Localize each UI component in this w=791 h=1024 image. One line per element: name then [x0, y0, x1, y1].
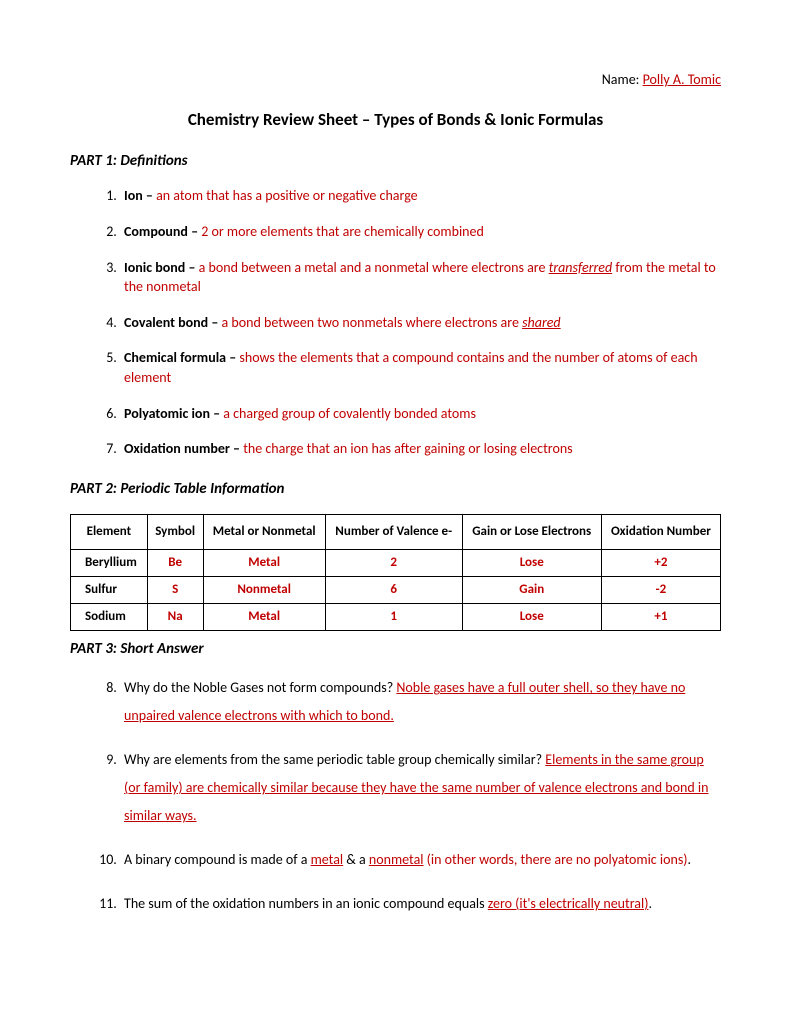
cell-gainlose: Lose: [462, 549, 601, 576]
cell-oxnum: -2: [601, 576, 720, 603]
cell-symbol: S: [147, 576, 203, 603]
cell-element: Sodium: [71, 604, 148, 631]
sa-text: (in other words, there are no polyatomic…: [424, 851, 688, 868]
def-item: Chemical formula – shows the elements th…: [120, 348, 721, 387]
cell-valence: 1: [325, 604, 462, 631]
def-term: Ion –: [124, 187, 156, 204]
cell-oxnum: +2: [601, 549, 720, 576]
sa-blank: metal: [311, 851, 344, 868]
part1-heading: PART 1: Definitions: [70, 151, 721, 172]
sa-item: Why do the Noble Gases not form compound…: [120, 674, 721, 730]
def-answer: 2 or more elements that are chemically c…: [201, 223, 484, 240]
def-term: Oxidation number –: [124, 440, 243, 457]
name-label: Name:: [602, 71, 643, 88]
def-item: Ion – an atom that has a positive or neg…: [120, 186, 721, 206]
cell-element: Beryllium: [71, 549, 148, 576]
def-answer: a bond between two nonmetals where elect…: [221, 314, 522, 331]
sa-item: The sum of the oxidation numbers in an i…: [120, 890, 721, 918]
def-item: Ionic bond – a bond between a metal and …: [120, 258, 721, 297]
sa-item: A binary compound is made of a metal & a…: [120, 846, 721, 874]
def-term: Compound –: [124, 223, 201, 240]
page-title: Chemistry Review Sheet – Types of Bonds …: [70, 108, 721, 132]
cell-valence: 2: [325, 549, 462, 576]
cell-type: Metal: [203, 604, 325, 631]
def-answer: the charge that an ion has after gaining…: [243, 440, 572, 457]
cell-oxnum: +1: [601, 604, 720, 631]
def-item: Compound – 2 or more elements that are c…: [120, 222, 721, 242]
sa-blank: nonmetal: [369, 851, 424, 868]
col-symbol: Symbol: [147, 514, 203, 549]
cell-symbol: Be: [147, 549, 203, 576]
cell-gainlose: Lose: [462, 604, 601, 631]
table-row: Sulfur S Nonmetal 6 Gain -2: [71, 576, 721, 603]
sa-dot: .: [648, 895, 652, 912]
cell-valence: 6: [325, 576, 462, 603]
def-term: Chemical formula –: [124, 349, 239, 366]
table-header-row: Element Symbol Metal or Nonmetal Number …: [71, 514, 721, 549]
col-type: Metal or Nonmetal: [203, 514, 325, 549]
periodic-table-info: Element Symbol Metal or Nonmetal Number …: [70, 514, 721, 632]
cell-type: Nonmetal: [203, 576, 325, 603]
sa-dot: .: [688, 851, 692, 868]
def-term: Covalent bond –: [124, 314, 221, 331]
sa-answer: zero (it's electrically neutral): [488, 895, 649, 912]
col-element: Element: [71, 514, 148, 549]
cell-type: Metal: [203, 549, 325, 576]
cell-gainlose: Gain: [462, 576, 601, 603]
sa-question: Why are elements from the same periodic …: [124, 751, 545, 768]
def-answer: a bond between a metal and a nonmetal wh…: [199, 259, 549, 276]
def-answer-underlined: shared: [522, 314, 561, 331]
col-oxnum: Oxidation Number: [601, 514, 720, 549]
def-item: Covalent bond – a bond between two nonme…: [120, 313, 721, 333]
table-row: Sodium Na Metal 1 Lose +1: [71, 604, 721, 631]
part3-heading: PART 3: Short Answer: [70, 639, 721, 660]
def-answer: an atom that has a positive or negative …: [156, 187, 418, 204]
cell-symbol: Na: [147, 604, 203, 631]
sa-question: Why do the Noble Gases not form compound…: [124, 679, 396, 696]
short-answer-list: Why do the Noble Gases not form compound…: [70, 674, 721, 918]
part2-heading: PART 2: Periodic Table Information: [70, 479, 721, 500]
student-name: Polly A. Tomic: [643, 71, 721, 88]
sa-text: The sum of the oxidation numbers in an i…: [124, 895, 488, 912]
sa-item: Why are elements from the same periodic …: [120, 746, 721, 830]
table-body: Beryllium Be Metal 2 Lose +2 Sulfur S No…: [71, 549, 721, 631]
sa-text: & a: [343, 851, 369, 868]
sa-text: A binary compound is made of a: [124, 851, 311, 868]
name-line: Name: Polly A. Tomic: [70, 70, 721, 90]
def-item: Oxidation number – the charge that an io…: [120, 439, 721, 459]
def-answer-underlined: transferred: [549, 259, 613, 276]
def-item: Polyatomic ion – a charged group of cova…: [120, 404, 721, 424]
col-valence: Number of Valence e-: [325, 514, 462, 549]
definitions-list: Ion – an atom that has a positive or neg…: [70, 186, 721, 458]
def-term: Ionic bond –: [124, 259, 199, 276]
def-term: Polyatomic ion –: [124, 405, 223, 422]
cell-element: Sulfur: [71, 576, 148, 603]
col-gainlose: Gain or Lose Electrons: [462, 514, 601, 549]
table-row: Beryllium Be Metal 2 Lose +2: [71, 549, 721, 576]
def-answer: a charged group of covalently bonded ato…: [223, 405, 476, 422]
